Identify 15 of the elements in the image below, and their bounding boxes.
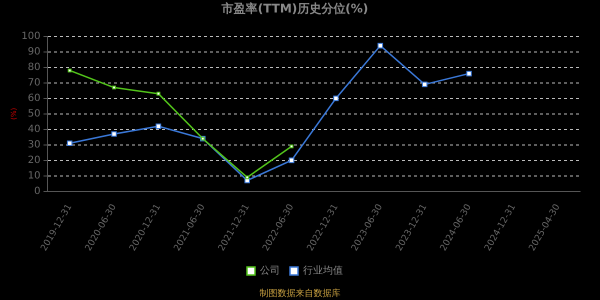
- text: 制图数据来自数据库: [260, 288, 340, 299]
- chart-title: 市盈率(TTM)历史分位(%): [220, 1, 368, 16]
- y-tick-label: 50: [28, 108, 40, 120]
- y-tick-label: 20: [28, 154, 40, 166]
- y-tick-label: 0: [34, 186, 40, 197]
- y-tick-label: 70: [28, 77, 40, 88]
- y-tick-label: 30: [28, 139, 40, 150]
- y-tick-label: 40: [28, 124, 40, 135]
- y-tick-label: 80: [28, 62, 40, 73]
- legend-label: 公司: [260, 264, 280, 277]
- y-tick-label: 90: [28, 46, 40, 58]
- y-tick-label: 100: [21, 30, 40, 42]
- legend-label: 行业均值: [303, 264, 343, 277]
- y-tick-label: 60: [28, 92, 40, 104]
- y-tick-label: 10: [28, 170, 40, 182]
